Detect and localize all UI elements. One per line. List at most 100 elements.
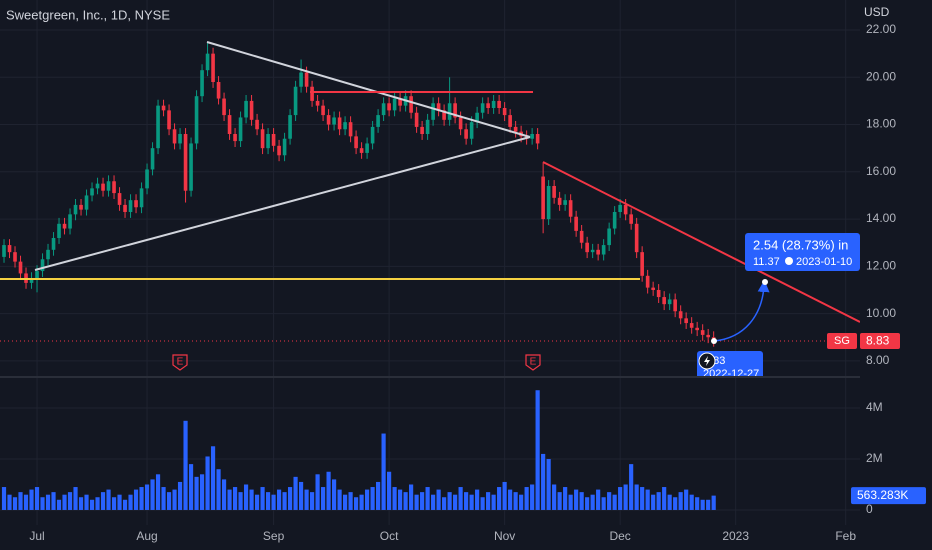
- candle-body: [2, 245, 6, 257]
- y-tick-label: 22.00: [866, 22, 896, 36]
- candle-body: [183, 133, 188, 191]
- candle-body: [266, 133, 270, 149]
- candle-body: [656, 289, 661, 298]
- volume-bar: [194, 476, 199, 510]
- candle-body: [13, 252, 17, 262]
- candle-body: [117, 193, 122, 205]
- volume-bar: [205, 456, 210, 510]
- candle-body: [260, 129, 265, 149]
- chart-title: Sweetgreen, Inc., 1D, NYSE: [6, 7, 170, 22]
- volume-bar: [254, 494, 260, 510]
- y-tick-label: 0: [866, 502, 873, 516]
- volume-bar: [18, 492, 23, 510]
- candle-body: [706, 334, 710, 338]
- candle-body: [134, 200, 138, 208]
- volume-bar: [78, 497, 84, 510]
- projection-change: 2.54 (28.73%) in: [753, 237, 848, 252]
- volume-bar: [309, 492, 315, 510]
- last-price-badge: [860, 333, 900, 349]
- earnings-marker: E: [525, 354, 541, 371]
- candle-body: [425, 119, 430, 134]
- candle-body: [651, 287, 655, 290]
- volume-bar: [530, 484, 535, 510]
- candle-body: [381, 103, 386, 116]
- candle-body: [321, 105, 325, 116]
- candle-body: [689, 323, 694, 328]
- candle-body: [370, 126, 375, 144]
- candle-body: [431, 103, 435, 120]
- candle-body: [662, 297, 666, 305]
- volume-bar: [541, 453, 546, 510]
- x-tick-label: Oct: [380, 529, 399, 543]
- volume-bar: [51, 492, 56, 510]
- volume-bar: [188, 464, 194, 510]
- candle-body: [310, 86, 314, 101]
- candle-body: [62, 223, 67, 229]
- candle-body: [568, 200, 573, 217]
- candle-body: [629, 214, 633, 224]
- candle-body: [354, 136, 358, 149]
- candle-body: [612, 211, 617, 229]
- candle-body: [623, 204, 628, 215]
- volume-bar: [651, 494, 656, 510]
- volume-bar: [365, 489, 370, 510]
- currency: USD: [864, 5, 890, 19]
- volume-bar: [387, 471, 392, 510]
- symbol-label: SG: [834, 335, 850, 347]
- last-price-label: 8.83: [866, 333, 890, 347]
- candle-body: [337, 117, 342, 130]
- candle-body: [200, 70, 204, 97]
- volume-bar: [337, 489, 342, 510]
- y-tick-label: 14.00: [866, 211, 896, 225]
- volume-bar: [172, 489, 177, 510]
- volume-bar: [398, 489, 403, 510]
- volume-bar: [711, 495, 716, 510]
- volume-bar: [590, 494, 595, 510]
- candle-body: [293, 86, 298, 116]
- volume-bar: [535, 390, 540, 510]
- candle-body: [486, 103, 490, 109]
- volume-bar: [519, 494, 524, 510]
- candle-body: [145, 169, 149, 189]
- volume-bar: [260, 487, 265, 510]
- candle-body: [552, 185, 556, 198]
- candle-body: [227, 115, 232, 134]
- volume-bar: [216, 469, 221, 510]
- volume-bar: [645, 489, 650, 510]
- candle-body: [332, 117, 336, 125]
- volume-bar: [23, 494, 29, 510]
- candle-body: [244, 100, 248, 118]
- volume-bar: [700, 499, 705, 510]
- candle-body: [178, 133, 182, 144]
- candle-body: [469, 122, 474, 139]
- candle-body: [101, 183, 105, 191]
- volume-bar: [623, 484, 628, 510]
- trendline: [206, 41, 531, 138]
- candle-body: [95, 183, 100, 189]
- volume-bar: [287, 487, 293, 510]
- candle-body: [238, 117, 243, 142]
- volume-bar: [298, 481, 304, 510]
- volume-bar: [376, 481, 381, 510]
- candle-body: [414, 112, 419, 127]
- volume-bar: [585, 497, 590, 510]
- volume-bar: [221, 479, 227, 510]
- volume-bar: [513, 492, 518, 510]
- volume-bar: [557, 492, 562, 510]
- candle-body: [596, 249, 600, 255]
- candle-body: [189, 143, 193, 191]
- volume-bar: [100, 492, 106, 510]
- candle-body: [458, 117, 463, 130]
- volume-bar: [486, 492, 491, 510]
- volume-bar: [684, 489, 689, 510]
- x-tick-label: Feb: [835, 529, 856, 543]
- volume-bar: [359, 494, 364, 510]
- volume-bar: [491, 494, 496, 510]
- volume-bar: [12, 497, 18, 510]
- candle-body: [288, 115, 292, 139]
- candle-body: [684, 318, 688, 324]
- volume-bar: [238, 492, 243, 510]
- candle-body: [447, 103, 452, 120]
- candle-body: [51, 237, 56, 250]
- candle-body: [359, 148, 364, 153]
